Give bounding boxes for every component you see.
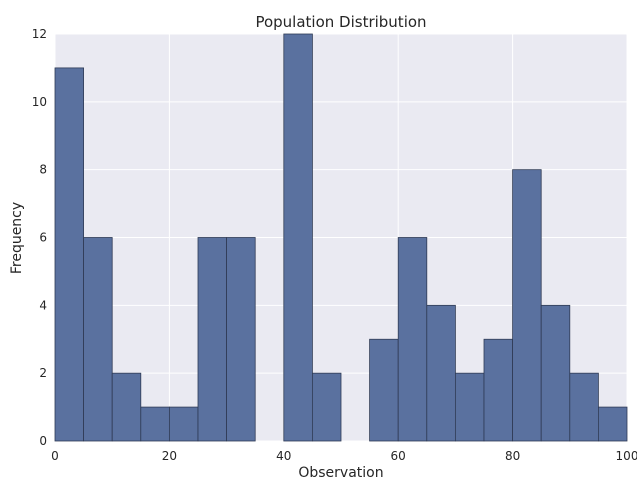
y-tick-label: 2 — [39, 366, 47, 380]
x-tick-label: 80 — [505, 449, 520, 463]
histogram-bar — [226, 237, 256, 442]
histogram-bar — [197, 237, 228, 442]
x-tick-labels: 0 20 40 60 80 100 — [51, 449, 637, 463]
histogram-bar — [311, 372, 342, 442]
histogram-bar — [83, 237, 113, 442]
histogram-bar — [54, 67, 85, 442]
bars — [54, 33, 628, 442]
histogram-bar — [140, 406, 170, 442]
histogram-bar — [369, 338, 399, 442]
x-tick-label: 0 — [51, 449, 59, 463]
histogram-bar — [512, 169, 542, 442]
y-tick-label: 10 — [32, 95, 47, 109]
histogram-bar — [168, 406, 199, 442]
histogram-bar — [426, 304, 456, 442]
histogram-bar — [598, 406, 628, 442]
histogram-bar — [111, 372, 142, 442]
histogram-bar — [483, 338, 514, 442]
histogram-bar — [540, 304, 571, 442]
histogram-bar — [454, 372, 485, 442]
y-tick-labels: 0 2 4 6 8 10 12 — [32, 27, 47, 448]
y-tick-label: 4 — [39, 298, 47, 312]
x-axis-label: Observation — [298, 465, 383, 481]
y-tick-label: 8 — [39, 163, 47, 177]
chart-title: Population Distribution — [255, 13, 426, 31]
y-axis-label: Frequency — [9, 202, 25, 274]
x-tick-label: 40 — [276, 449, 291, 463]
histogram-bar — [569, 372, 599, 442]
y-tick-label: 12 — [32, 27, 47, 41]
histogram-bar — [283, 33, 313, 442]
x-tick-label: 60 — [391, 449, 406, 463]
x-tick-label: 100 — [616, 449, 637, 463]
y-tick-label: 0 — [39, 434, 47, 448]
x-tick-label: 20 — [162, 449, 177, 463]
y-tick-label: 6 — [39, 231, 47, 245]
histogram-bar — [397, 237, 428, 442]
